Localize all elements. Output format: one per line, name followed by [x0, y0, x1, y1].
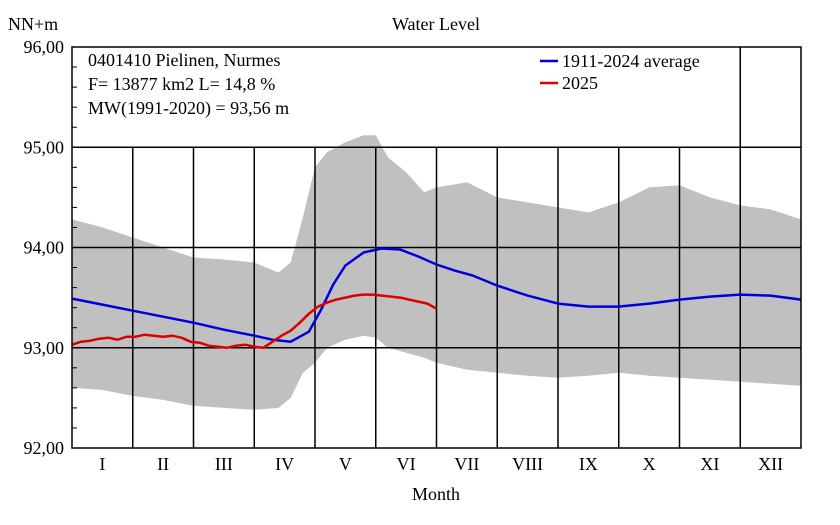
- chart-title: Water Level: [392, 14, 480, 34]
- station-area: F= 13877 km2 L= 14,8 %: [88, 74, 275, 94]
- legend-current-label: 2025: [562, 73, 598, 93]
- y-tick-layer: 92,00 93,00 94,00 95,00 96,00: [24, 37, 65, 458]
- station-mean-level: MW(1991-2020) = 93,56 m: [88, 98, 289, 119]
- y-tick-label: 93,00: [24, 338, 65, 358]
- x-axis-title: Month: [412, 484, 460, 504]
- info-box: 0401410 Pielinen, Nurmes F= 13877 km2 L=…: [88, 50, 289, 119]
- series-layer: [71, 247, 802, 350]
- month-label: V: [339, 454, 352, 474]
- current-year-series-line: [71, 293, 438, 350]
- plot-frame: [71, 46, 802, 449]
- month-label: VIII: [512, 454, 543, 474]
- average-series-line: [71, 247, 802, 343]
- month-label: III: [215, 454, 233, 474]
- month-layer: I II III IV V VI VII VIII IX X XI XII: [99, 454, 783, 474]
- legend-average-label: 1911-2024 average: [562, 51, 700, 71]
- month-label: II: [157, 454, 169, 474]
- month-label: X: [643, 454, 656, 474]
- month-label: XII: [758, 454, 783, 474]
- month-label: XI: [700, 454, 719, 474]
- legend: 1911-2024 average 2025: [540, 51, 700, 93]
- month-label: IV: [275, 454, 294, 474]
- y-tick-label: 94,00: [24, 238, 65, 258]
- y-tick-label: 96,00: [24, 37, 65, 57]
- month-label: VII: [454, 454, 479, 474]
- station-name: 0401410 Pielinen, Nurmes: [88, 50, 280, 70]
- y-axis-title: NN+m: [8, 14, 58, 34]
- y-tick-label: 92,00: [24, 438, 65, 458]
- y-tick-label: 95,00: [24, 137, 65, 157]
- month-label: I: [99, 454, 105, 474]
- month-label: IX: [579, 454, 598, 474]
- month-label: VI: [397, 454, 416, 474]
- grid-layer: [72, 47, 801, 448]
